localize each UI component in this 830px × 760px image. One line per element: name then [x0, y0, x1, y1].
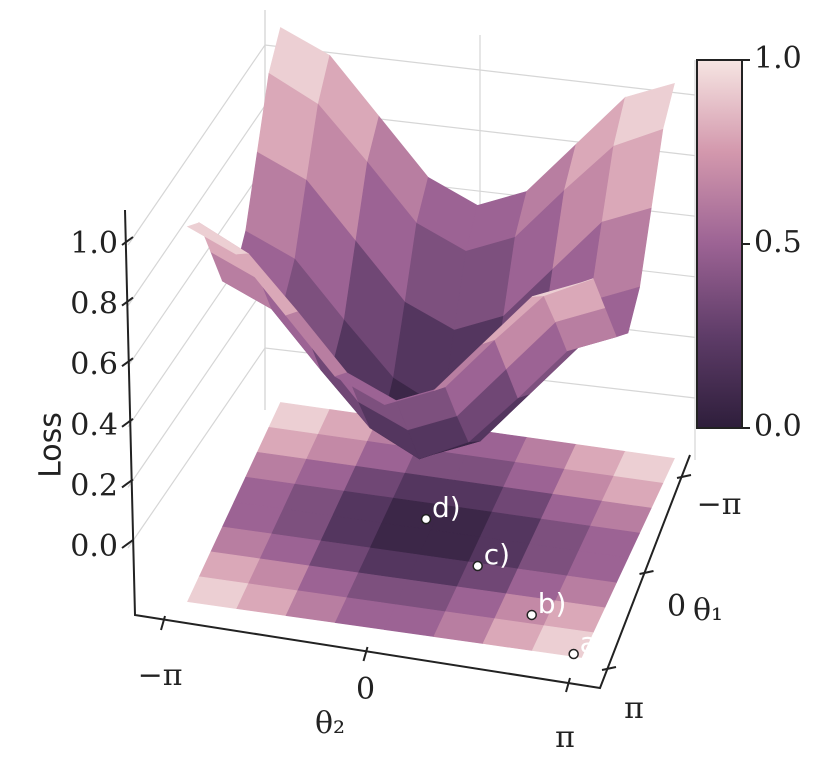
colorbar	[696, 59, 743, 429]
axis-line	[124, 209, 691, 690]
y-tick-label: −π	[697, 487, 742, 522]
surface	[186, 26, 675, 460]
axes: a) b) c) d) 0.0 0.2 0.4 0.6 0.8 1.0 −π 0 π −π 0 π 0.0 0.5…	[70, 41, 801, 755]
z-tick-label: 0.4	[70, 408, 118, 443]
z-tick	[121, 357, 134, 368]
point-label: c)	[484, 538, 510, 571]
z-tick	[121, 478, 134, 489]
point	[526, 609, 537, 621]
x-axis-label: θ₂	[315, 706, 345, 741]
z-tick-label: 0.2	[70, 468, 118, 503]
y-tick	[676, 474, 692, 479]
surface-cell	[532, 278, 594, 297]
point-label: a)	[580, 626, 608, 659]
y-tick	[601, 666, 617, 671]
z-tick-label: 0.0	[70, 529, 118, 564]
z-tick-label: 0.8	[70, 287, 118, 322]
y-axis-label: θ₁	[693, 593, 723, 628]
point	[420, 513, 432, 525]
x-tick	[160, 615, 166, 631]
x-tick	[565, 677, 571, 693]
x-tick-label: 0	[356, 672, 375, 707]
z-tick-label: 1.0	[70, 226, 118, 261]
colorbar-tick-label: 1.0	[754, 41, 802, 76]
z-tick-label: 0.6	[70, 347, 118, 382]
point-label: d)	[432, 491, 461, 524]
y-tick-label: π	[624, 691, 644, 726]
z-tick	[121, 417, 134, 428]
y-tick	[639, 570, 654, 575]
floor-cell	[531, 625, 594, 658]
point	[568, 648, 579, 660]
x-tick-label: π	[555, 720, 575, 755]
x-tick	[362, 646, 369, 662]
z-tick	[121, 539, 134, 549]
z-tick	[121, 296, 134, 307]
point-label: b)	[538, 587, 567, 620]
colorbar-tick-label: 0.5	[754, 225, 802, 260]
z-tick	[121, 236, 134, 246]
colorbar-tick-label: 0.0	[754, 409, 802, 444]
x-tick-label: −π	[138, 658, 183, 693]
point	[472, 560, 483, 572]
y-tick-label: 0	[667, 589, 686, 624]
z-axis-label: Loss	[34, 412, 69, 478]
